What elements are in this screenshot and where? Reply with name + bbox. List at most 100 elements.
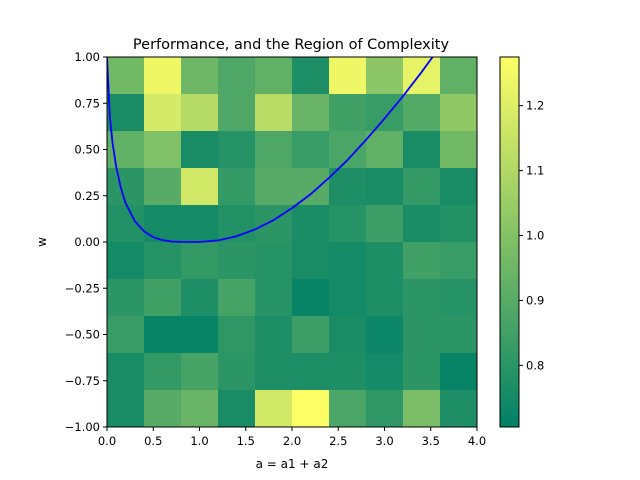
heatmap-cell	[255, 57, 293, 95]
heatmap-cell	[255, 94, 293, 132]
x-tick-label: 2.5	[329, 434, 347, 448]
heatmap-cell	[218, 168, 256, 206]
heatmap-cell	[440, 131, 478, 169]
heatmap-cell	[292, 131, 330, 169]
heatmap-cell	[366, 57, 404, 95]
heatmap-cell	[366, 205, 404, 243]
y-tick-label: 0.00	[74, 235, 100, 249]
heatmap-cell	[440, 168, 478, 206]
heatmap-cell	[366, 168, 404, 206]
heatmap-cell	[440, 94, 478, 132]
heatmap-cell	[292, 94, 330, 132]
heatmap-cell	[403, 279, 441, 317]
heatmap-cell	[440, 390, 478, 428]
heatmap-cell	[255, 390, 293, 428]
colorbar-tick-label: 1.1	[526, 164, 544, 178]
x-axis-ticks: 0.0 0.5 1.0 1.5 2.0 2.5 3.0 3.5 4.0	[98, 427, 486, 448]
heatmap-cell	[403, 316, 441, 354]
heatmap-cell	[329, 353, 367, 391]
heatmap-cell	[366, 242, 404, 280]
heatmap-cell	[403, 131, 441, 169]
heatmap-cell	[440, 205, 478, 243]
heatmap-cell	[255, 316, 293, 354]
x-tick-label: 3.0	[375, 434, 393, 448]
heatmap-cell	[255, 168, 293, 206]
heatmap-cell	[218, 390, 256, 428]
heatmap-cell	[181, 279, 219, 317]
colorbar	[499, 56, 520, 428]
heatmap-cell	[107, 168, 145, 206]
heatmap-cell	[329, 316, 367, 354]
y-axis-ticks: 1.00 0.75 0.50 0.25 0.00 −0.25 −0.50 −0.75 −1.00	[65, 50, 107, 434]
heatmap-cell	[366, 94, 404, 132]
heatmap-cell	[181, 205, 219, 243]
heatmap-cells	[107, 57, 478, 428]
y-tick-label: −1.00	[65, 420, 100, 434]
heatmap-cell	[144, 205, 182, 243]
heatmap-cell	[440, 279, 478, 317]
heatmap-cell	[440, 242, 478, 280]
heatmap-cell	[144, 57, 182, 95]
heatmap-cell	[181, 390, 219, 428]
heatmap-cell	[329, 94, 367, 132]
heatmap-cell	[292, 316, 330, 354]
colorbar-tick-label: 0.9	[526, 293, 544, 307]
y-tick-label: −0.75	[65, 374, 100, 388]
heatmap-cell	[329, 131, 367, 169]
x-tick-label: 0.0	[98, 434, 116, 448]
x-axis-label: a = a1 + a2	[256, 457, 329, 471]
y-tick-label: 0.50	[74, 143, 100, 157]
heatmap-cell	[107, 316, 145, 354]
heatmap-cell	[292, 242, 330, 280]
colorbar-tick-label: 0.8	[526, 358, 544, 372]
heatmap-cell	[329, 390, 367, 428]
heatmap-cell	[366, 131, 404, 169]
heatmap-cell	[440, 57, 478, 95]
heatmap-cell	[181, 242, 219, 280]
heatmap-cell	[107, 57, 145, 95]
heatmap-cell	[218, 279, 256, 317]
heatmap-cell	[218, 131, 256, 169]
y-tick-label: 0.25	[74, 189, 100, 203]
heatmap-cell	[292, 353, 330, 391]
heatmap-cell	[144, 94, 182, 132]
heatmap-cell	[144, 316, 182, 354]
heatmap-cell	[107, 390, 145, 428]
heatmap-cell	[292, 168, 330, 206]
heatmap-cell	[440, 316, 478, 354]
heatmap-cell	[440, 353, 478, 391]
heatmap-cell	[144, 168, 182, 206]
x-tick-label: 3.5	[422, 434, 440, 448]
heatmap-cell	[181, 353, 219, 391]
y-tick-label: 1.00	[74, 50, 100, 64]
colorbar-ticks: 0.8 0.9 1.0 1.1 1.2	[519, 99, 544, 372]
x-tick-label: 4.0	[468, 434, 486, 448]
heatmap-cell	[329, 168, 367, 206]
heatmap-cell	[255, 242, 293, 280]
heatmap-cell	[144, 390, 182, 428]
heatmap-cell	[107, 279, 145, 317]
heatmap-cell	[144, 131, 182, 169]
colorbar-tick-label: 1.2	[526, 99, 544, 113]
heatmap-cell	[292, 205, 330, 243]
curve-layer	[107, 57, 434, 243]
heatmap-cell	[218, 353, 256, 391]
heatmap-cell	[218, 94, 256, 132]
heatmap-cell	[329, 57, 367, 95]
heatmap-cell	[329, 205, 367, 243]
series-line	[107, 57, 434, 243]
heatmap-cell	[329, 279, 367, 317]
x-tick-label: 1.0	[190, 434, 208, 448]
heatmap-cell	[181, 57, 219, 95]
heatmap-cell	[255, 279, 293, 317]
heatmap-cell	[403, 205, 441, 243]
heatmap-cell	[107, 242, 145, 280]
x-tick-label: 2.0	[283, 434, 301, 448]
heatmap-cell	[403, 353, 441, 391]
heatmap-cell	[144, 242, 182, 280]
heatmap-cell	[181, 131, 219, 169]
heatmap-cell	[181, 94, 219, 132]
heatmap-cell	[403, 94, 441, 132]
y-tick-label: −0.50	[65, 328, 100, 342]
heatmap-cell	[292, 279, 330, 317]
